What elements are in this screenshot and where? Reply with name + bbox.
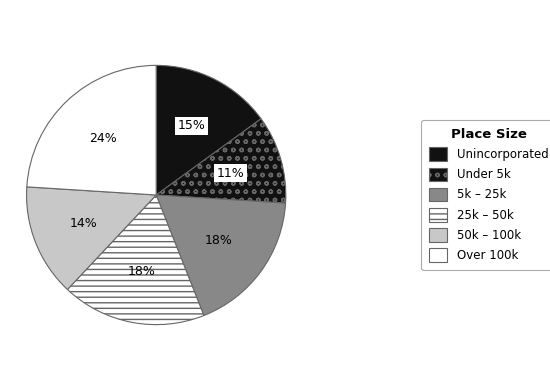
Text: 15%: 15% (178, 119, 206, 132)
Text: 11%: 11% (217, 167, 245, 180)
Wedge shape (156, 66, 261, 195)
Text: 24%: 24% (89, 132, 117, 145)
Wedge shape (156, 195, 285, 316)
Wedge shape (26, 187, 156, 289)
Text: 18%: 18% (205, 234, 233, 247)
Wedge shape (68, 195, 204, 324)
Wedge shape (156, 119, 286, 203)
Text: 14%: 14% (70, 217, 98, 230)
Wedge shape (27, 66, 156, 195)
Legend: Unincorporated, Under 5k, 5k – 25k, 25k – 50k, 50k – 100k, Over 100k: Unincorporated, Under 5k, 5k – 25k, 25k … (421, 119, 550, 271)
Text: 18%: 18% (128, 265, 156, 278)
